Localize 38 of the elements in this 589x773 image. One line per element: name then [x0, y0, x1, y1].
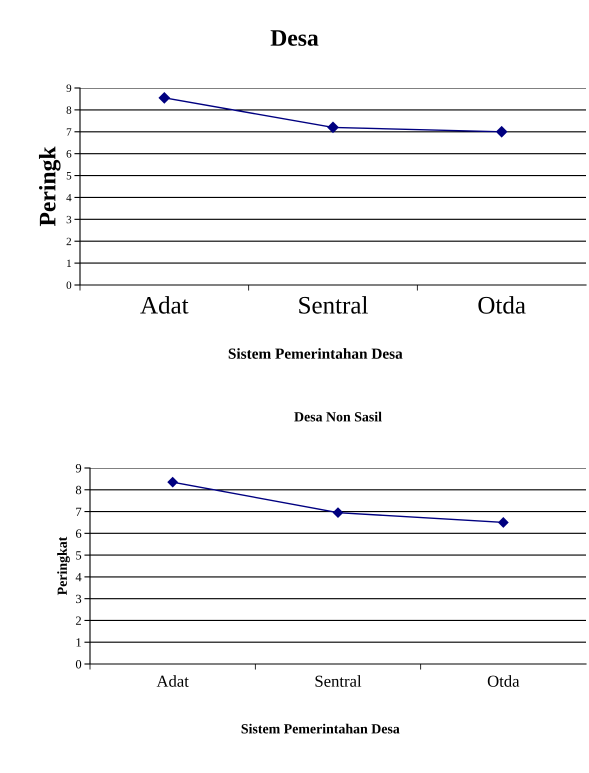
y-tick-label: 9: [76, 464, 82, 472]
y-tick-label: 1: [76, 638, 81, 647]
y-tick-label: 0: [76, 660, 82, 668]
y-tick-label: 2: [66, 238, 72, 246]
y-tick-label: 6: [66, 150, 72, 158]
x-tick-label: Otda: [488, 675, 520, 687]
x-tick-label: Sentral: [316, 675, 362, 687]
chart-title: Desa Non Sasil: [294, 412, 382, 422]
x-axis-title: Sistem Pemerintahan Desa: [228, 348, 403, 359]
point: [332, 508, 344, 518]
y-tick-label: 3: [76, 594, 82, 604]
y-tick-label: 5: [76, 551, 82, 560]
y-tick-label: 7: [76, 508, 82, 516]
y-tick-label: 1: [67, 260, 71, 267]
x-tick-label: Sentral: [299, 296, 368, 314]
y-axis-title: Peringkat: [57, 536, 70, 596]
y-tick-label: 0: [66, 281, 72, 289]
x-tick-label: Adat: [156, 675, 189, 687]
y-tick-label: 5: [66, 172, 72, 180]
y-tick-label: 6: [76, 529, 82, 538]
point: [327, 122, 339, 134]
y-tick-label: 3: [66, 216, 72, 224]
y-tick-label: 8: [66, 106, 72, 114]
y-tick-label: 9: [66, 84, 72, 92]
chart-title: Desa: [270, 30, 318, 46]
point: [498, 517, 508, 528]
y-tick-label: 2: [76, 616, 81, 625]
y-tick-label: 4: [76, 572, 82, 582]
point: [158, 92, 170, 104]
x-axis-title: Sistem Pemerintahan Desa: [242, 724, 400, 734]
x-tick-label: Otda: [478, 296, 526, 314]
point: [496, 126, 508, 138]
point: [168, 477, 178, 488]
x-tick-label: Adat: [140, 296, 188, 314]
y-tick-label: 4: [66, 194, 72, 202]
y-tick-label: 8: [76, 486, 82, 494]
y-axis-title: Peringk: [38, 146, 61, 226]
y-tick-label: 7: [66, 128, 72, 136]
